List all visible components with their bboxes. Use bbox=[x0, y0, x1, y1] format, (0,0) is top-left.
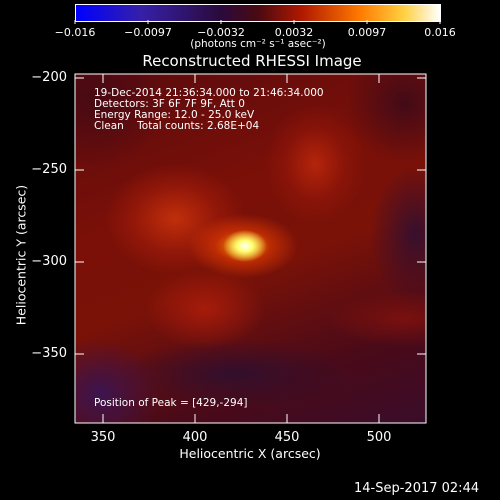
chart-title: Reconstructed RHESSI Image bbox=[142, 52, 362, 70]
colorbar bbox=[75, 4, 441, 22]
peak-position-label: Position of Peak = [429,-294] bbox=[94, 397, 248, 409]
y-tick-label: −300 bbox=[31, 254, 67, 269]
colorbar-ticks bbox=[74, 20, 441, 24]
info-time-range: 19-Dec-2014 21:36:34.000 to 21:46:34.000 bbox=[94, 87, 324, 99]
y-axis-label: Heliocentric Y (arcsec) bbox=[13, 184, 29, 326]
colorbar-tick-label: 0.0097 bbox=[347, 26, 387, 39]
info-energy-range: Energy Range: 12.0 - 25.0 keV bbox=[94, 109, 255, 121]
colorbar-units: (photons cm⁻² s⁻¹ asec⁻²) bbox=[190, 38, 326, 50]
colorbar-tick-label: −0.0097 bbox=[124, 26, 172, 39]
footer-date: 14-Sep-2017 02:44 bbox=[354, 481, 480, 496]
x-tick-label: 350 bbox=[90, 430, 116, 445]
heatmap-image bbox=[75, 74, 426, 423]
x-tick-label: 450 bbox=[274, 430, 300, 445]
x-axis-label: Heliocentric X (arcsec) bbox=[179, 446, 321, 461]
colorbar-tick-label: −0.016 bbox=[54, 26, 96, 39]
colorbar-tick-label: −0.0032 bbox=[197, 26, 245, 39]
y-tick-label: −350 bbox=[31, 346, 67, 361]
x-tick-label: 400 bbox=[182, 430, 208, 445]
x-tick-label: 500 bbox=[366, 430, 392, 445]
info-detectors: Detectors: 3F 6F 7F 9F, Att 0 bbox=[94, 98, 245, 110]
y-tick-label: −200 bbox=[31, 70, 67, 85]
y-tick-label: −250 bbox=[31, 162, 67, 177]
colorbar-tick-label: 0.0032 bbox=[274, 26, 314, 39]
info-clean-counts: Clean Total counts: 2.68E+04 bbox=[94, 120, 260, 132]
colorbar-tick-label: 0.016 bbox=[424, 26, 456, 39]
